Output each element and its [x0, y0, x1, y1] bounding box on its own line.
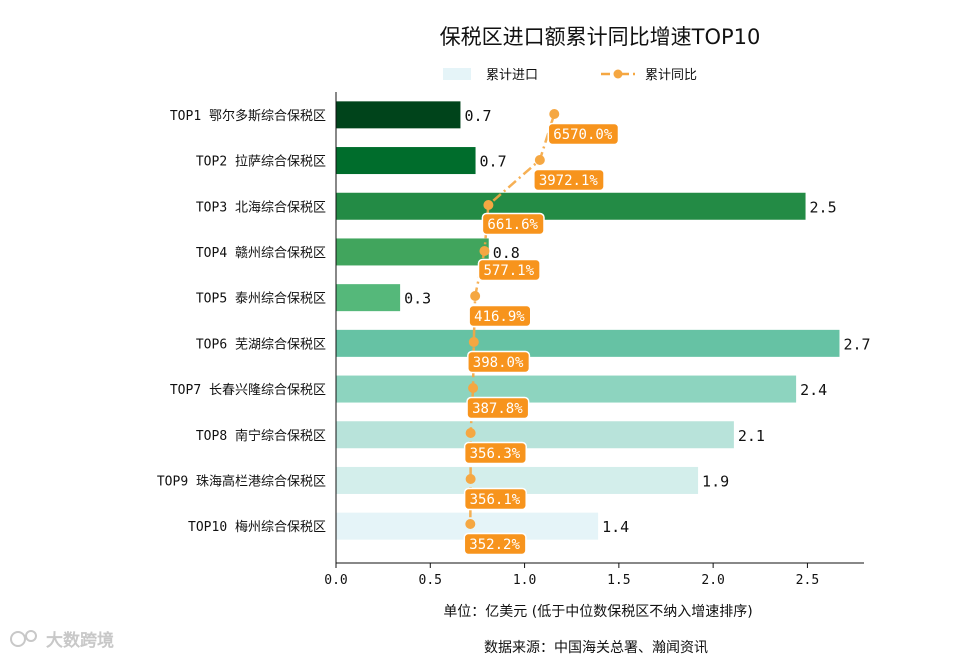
bar-value-label-6: 2.7 [843, 335, 870, 353]
growth-label-9: 356.1% [470, 492, 521, 508]
growth-label-7: 387.8% [472, 401, 523, 417]
growth-label-box-3 [481, 212, 545, 236]
bar-value-label-9: 1.9 [702, 472, 729, 490]
legend-label-bar: 累计进口 [486, 68, 538, 83]
bar-value-label-3: 2.5 [810, 198, 837, 216]
category-label-4: TOP4 赣州综合保税区 [196, 246, 326, 261]
bars-layer: TOP1 鄂尔多斯综合保税区 0.7 TOP2 拉萨综合保税区 0.7 TOP3 北海综… [157, 101, 871, 540]
category-label-3: TOP3 北海综合保税区 [196, 200, 326, 215]
category-label-10: TOP10 梅州综合保税区 [188, 520, 326, 535]
x-tick-label-1: 0.5 [419, 573, 442, 588]
growth-label-box-10 [463, 532, 527, 556]
growth-point-9 [465, 474, 476, 484]
growth-label-3: 661.6% [487, 217, 538, 233]
bar-4 [336, 238, 489, 266]
growth-label-6: 398.0% [473, 355, 524, 371]
x-axis: 0.0 0.5 1.0 1.5 2.0 2.5 [324, 92, 864, 588]
category-label-6: TOP6 芜湖综合保税区 [196, 337, 326, 352]
x-tick-label-3: 1.5 [607, 573, 630, 588]
category-label-2: TOP2 拉萨综合保税区 [196, 155, 326, 170]
watermark-logo-icon [10, 631, 26, 647]
x-tick-label-5: 2.5 [796, 573, 819, 588]
growth-label-box-8 [463, 441, 527, 465]
bar-3 [336, 192, 806, 220]
growth-label-8: 356.3% [470, 446, 521, 462]
bar-value-label-1: 0.7 [464, 107, 491, 125]
growth-label-box-6 [467, 350, 531, 374]
growth-label-4: 577.1% [483, 263, 534, 279]
category-label-1: TOP1 鄂尔多斯综合保税区 [170, 108, 326, 124]
growth-label-box-4 [477, 258, 541, 282]
legend-label-line: 累计同比 [645, 68, 697, 83]
growth-point-4 [479, 246, 490, 256]
unit-note: 单位：亿美元 (低于中位数保税区不纳入增速排序) [443, 604, 752, 620]
growth-point-10 [465, 519, 476, 529]
growth-label-box-2 [533, 168, 605, 192]
bar-8 [336, 421, 734, 449]
bar-value-label-5: 0.3 [404, 290, 431, 308]
legend-swatch-bar [443, 68, 471, 80]
growth-label-box-5 [468, 304, 532, 328]
category-label-7: TOP7 长春兴隆综合保税区 [170, 383, 326, 398]
category-label-8: TOP8 南宁综合保税区 [196, 428, 326, 444]
bar-value-label-10: 1.4 [602, 518, 629, 536]
bar-value-label-2: 0.7 [480, 153, 507, 171]
labels-layer: 6570.0% 3972.1% 661.6% 577.1% 416.9% 398.0% 38… [463, 122, 620, 556]
bar-value-label-7: 2.4 [800, 381, 827, 399]
growth-label-10: 352.2% [469, 537, 520, 553]
bar-1 [336, 101, 461, 129]
bar-value-label-8: 2.1 [738, 427, 765, 445]
growth-point-2 [534, 155, 545, 165]
chart-title: 保税区进口额累计同比增速TOP10 [440, 25, 761, 49]
watermark-text: 大数跨境 [46, 630, 114, 651]
growth-label-box-9 [463, 487, 527, 511]
source-note: 数据来源：中国海关总署、瀚闻资讯 [484, 640, 708, 656]
growth-label-box-1 [547, 122, 620, 146]
growth-label-box-7 [466, 396, 530, 420]
legend: 累计进口 累计同比 [443, 68, 697, 83]
category-label-5: TOP5 泰州综合保税区 [196, 292, 326, 307]
watermark-logo-icon-2 [25, 630, 37, 642]
bar-2 [336, 147, 476, 175]
growth-point-7 [468, 383, 479, 393]
growth-point-6 [468, 337, 479, 347]
growth-label-2: 3972.1% [539, 173, 599, 189]
bar-6 [336, 329, 840, 357]
legend-marker [613, 69, 623, 79]
bar-7 [336, 375, 797, 403]
growth-point-1 [549, 109, 560, 119]
bar-value-label-4: 0.8 [493, 244, 520, 262]
x-tick-label-0: 0.0 [324, 573, 347, 588]
growth-label-1: 6570.0% [553, 127, 613, 143]
growth-point-5 [470, 291, 481, 301]
growth-point-3 [483, 200, 494, 210]
bar-5 [336, 284, 401, 312]
growth-point-8 [465, 428, 476, 438]
category-label-9: TOP9 珠海高栏港综合保税区 [157, 473, 326, 489]
growth-label-5: 416.9% [474, 309, 525, 325]
x-tick-label-2: 1.0 [513, 573, 536, 588]
x-tick-label-4: 2.0 [701, 573, 724, 588]
watermark: 大数跨境 [10, 630, 114, 651]
